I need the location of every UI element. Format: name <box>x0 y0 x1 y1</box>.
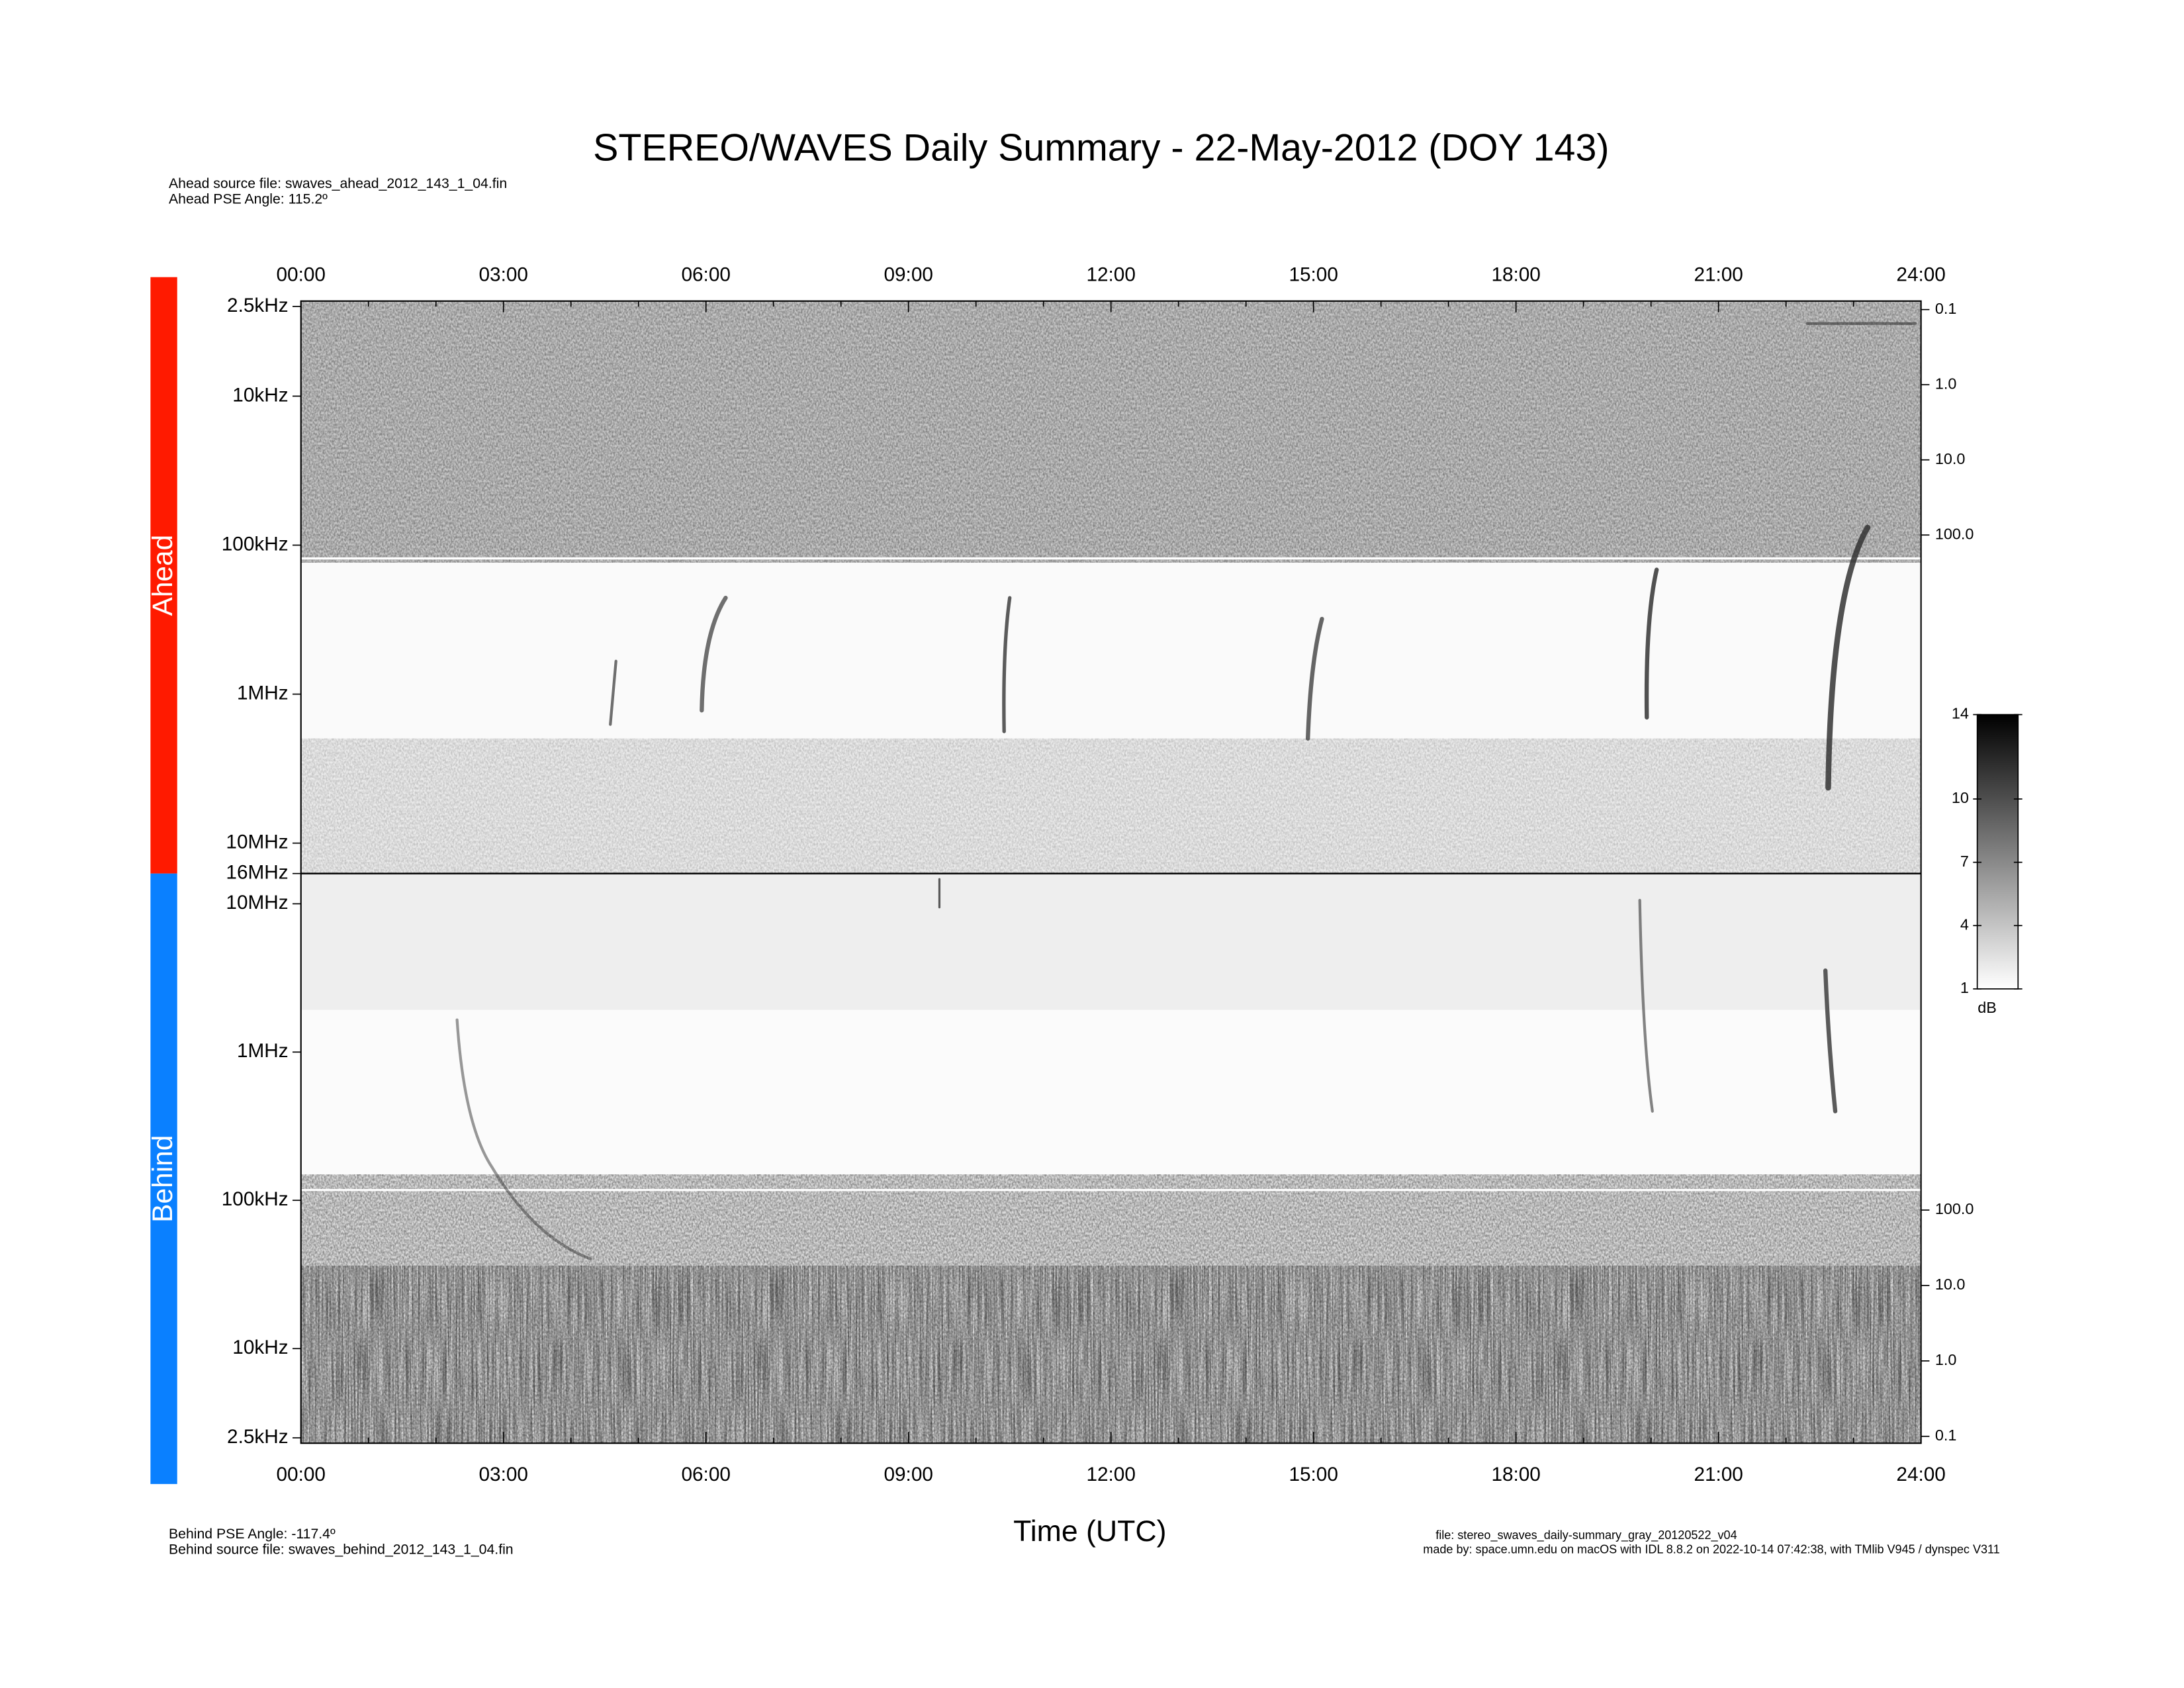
burst <box>1002 596 1012 733</box>
y-tick-label: 16MHz <box>226 861 288 883</box>
y-tick-label: 100kHz <box>222 1188 289 1210</box>
x-tick-label: 24:00 <box>1896 263 1945 285</box>
ahead-source: Ahead source file: swaves_ahead_2012_143… <box>169 175 507 191</box>
burst <box>1825 524 1871 791</box>
x-tick-label: 00:00 <box>277 1464 326 1485</box>
colorbar-tick-label: 1 <box>1960 979 1969 996</box>
colorbar-tick-label: 14 <box>1952 705 1969 722</box>
colorbar <box>1976 714 2019 990</box>
x-tick-label: 06:00 <box>681 263 730 285</box>
burst <box>455 1018 592 1260</box>
burst <box>1305 616 1324 741</box>
behind-mid-band <box>300 1009 1921 1175</box>
x-tick-label: 09:00 <box>884 1464 933 1485</box>
panel-label: Ahead <box>148 535 179 616</box>
panel-strip <box>150 873 177 1484</box>
file-info: file: stereo_swaves_daily-summary_gray_2… <box>1435 1528 1737 1542</box>
colorbar-tick-label: 7 <box>1960 853 1969 870</box>
y-tick-label: 100kHz <box>222 533 289 555</box>
y2-tick-label: 1.0 <box>1935 375 1956 392</box>
x-tick-label: 15:00 <box>1289 263 1338 285</box>
burst <box>700 595 728 713</box>
x-tick-label: 03:00 <box>479 263 528 285</box>
y2-tick-label: 0.1 <box>1935 1427 1956 1444</box>
y2-tick-label: 100.0 <box>1935 525 1974 542</box>
panel-label: Behind <box>148 1135 179 1223</box>
x-tick-label: 24:00 <box>1896 1464 1945 1485</box>
burst <box>1823 968 1838 1113</box>
radio-bursts <box>455 322 1917 1260</box>
x-tick-label: 00:00 <box>277 263 326 285</box>
burst <box>609 659 617 726</box>
ahead-mid-band <box>300 563 1921 739</box>
y-tick-label: 2.5kHz <box>227 295 289 316</box>
made-by: made by: space.umn.edu on macOS with IDL… <box>1423 1542 1999 1556</box>
y2-tick-label: 0.1 <box>1935 300 1956 317</box>
chart-title: STEREO/WAVES Daily Summary - 22-May-2012… <box>593 127 1609 169</box>
y-tick-label: 10MHz <box>226 831 288 853</box>
ahead-noise <box>300 301 1921 563</box>
y-tick-label: 1MHz <box>237 1040 289 1062</box>
y-tick-label: 10kHz <box>232 1336 288 1358</box>
y-tick-label: 2.5kHz <box>227 1426 289 1448</box>
ahead-high-noise <box>300 738 1921 874</box>
y2-tick-label: 1.0 <box>1935 1351 1956 1368</box>
colorbar-tick-label: 4 <box>1960 915 1969 933</box>
ahead-pse: Ahead PSE Angle: 115.2º <box>169 191 328 207</box>
x-tick-label: 12:00 <box>1086 263 1135 285</box>
x-axis-label: Time (UTC) <box>1013 1515 1166 1548</box>
behind-streaks <box>300 1266 1921 1444</box>
panel-strip <box>150 277 177 874</box>
x-tick-label: 18:00 <box>1491 263 1540 285</box>
burst <box>1644 567 1659 720</box>
y-tick-label: 1MHz <box>237 682 289 704</box>
x-tick-label: 21:00 <box>1694 263 1743 285</box>
x-tick-label: 03:00 <box>479 1464 528 1485</box>
behind-pse: Behind PSE Angle: -117.4º <box>169 1526 336 1542</box>
x-tick-label: 09:00 <box>884 263 933 285</box>
spectrogram-background <box>300 301 1921 1444</box>
y2-tick-label: 100.0 <box>1935 1200 1974 1217</box>
behind-source: Behind source file: swaves_behind_2012_1… <box>169 1541 514 1557</box>
x-tick-label: 06:00 <box>681 1464 730 1485</box>
colorbar-tick-label: 10 <box>1952 789 1969 806</box>
burst <box>1638 898 1654 1113</box>
colorbar-label: dB <box>1978 999 1997 1016</box>
y-tick-label: 10MHz <box>226 892 288 914</box>
behind-high-band <box>300 873 1921 1010</box>
x-tick-label: 12:00 <box>1086 1464 1135 1485</box>
x-tick-label: 21:00 <box>1694 1464 1743 1485</box>
x-tick-label: 18:00 <box>1491 1464 1540 1485</box>
y-tick-label: 10kHz <box>232 384 288 406</box>
y2-tick-label: 10.0 <box>1935 1276 1965 1293</box>
y2-tick-label: 10.0 <box>1935 450 1965 467</box>
x-tick-label: 15:00 <box>1289 1464 1338 1485</box>
